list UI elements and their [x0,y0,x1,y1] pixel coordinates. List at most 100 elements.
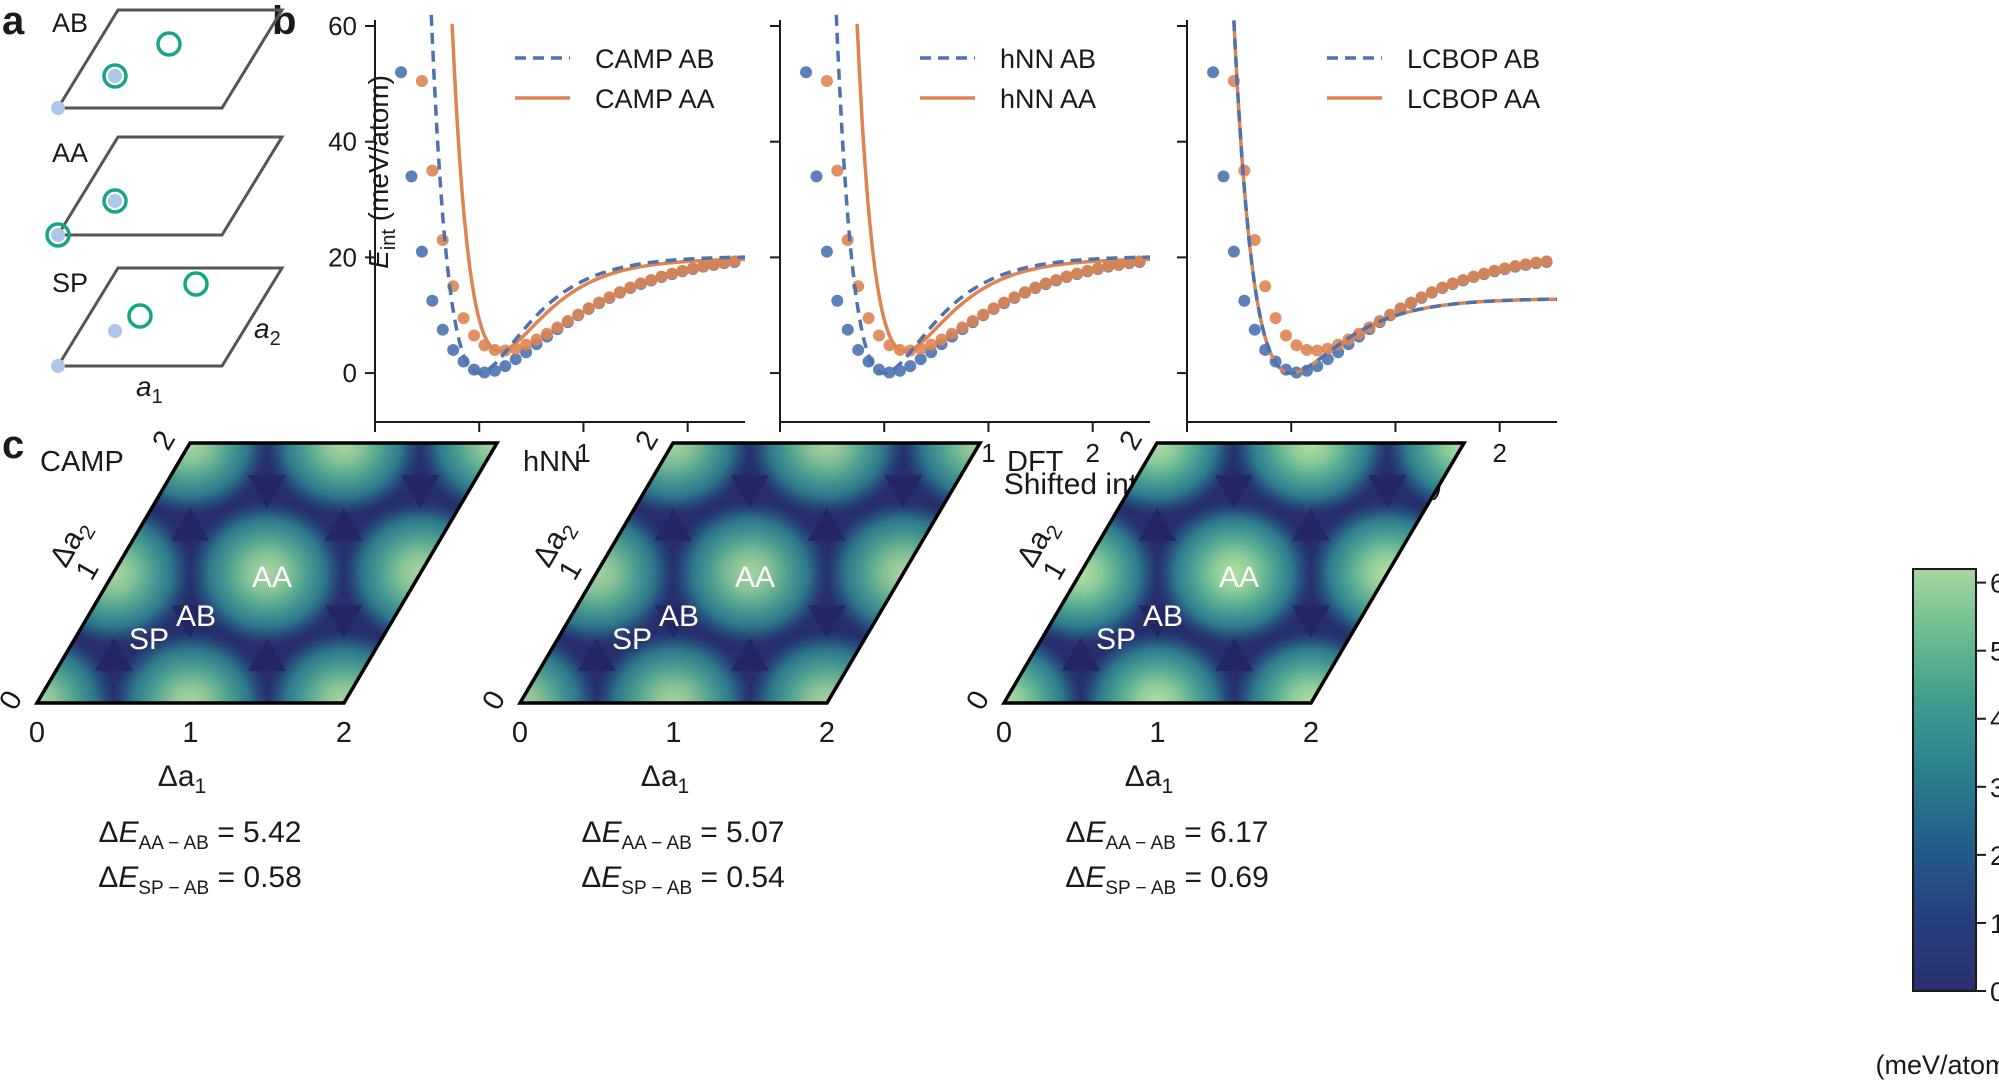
data-point-aa [551,321,564,334]
ab-minimum [578,735,616,768]
data-point-ab [415,245,428,258]
data-point-aa [1467,270,1480,283]
data-point-ab [831,294,844,307]
annotation-aa: AA [735,561,775,594]
aa-maximum-blob [1079,631,1236,703]
ab-minimum [18,768,56,801]
series-line-ab [429,14,745,375]
ab-minimum [520,507,539,541]
ab-minimum [248,637,287,671]
ab-minimum [401,475,440,509]
ab-minimum [478,507,497,541]
ab-minimum [1038,378,1076,411]
aa-maximum-blob [343,761,499,905]
data-point-ab [810,170,823,183]
x-tick-label: 1 [182,717,198,749]
data-point-ab [478,366,491,379]
ab-minimum [654,507,693,541]
data-point-aa [925,338,938,351]
colorbar-tick-label: 3 [1990,773,1999,803]
x-tick-label: 2 [1303,717,1319,749]
cell-sp: SP a2 a1 [51,266,285,408]
ab-minimum [1114,345,1152,378]
ab-minimum [1369,735,1407,768]
data-point-ab [447,343,460,356]
ab-minimum [1138,345,1176,378]
colorbar-tick-label: 2 [1990,841,1999,871]
aa-maximum-blob [1386,443,1464,515]
data-point-aa [1018,286,1031,299]
data-point-aa [676,264,689,277]
ab-minimum [1445,507,1464,541]
x-tick-label: 1 [665,717,681,749]
delta-e-sp-ab: ΔESP − AB = 0.69 [1065,861,1269,899]
ab-minimum [247,475,286,509]
cell-outline [55,135,285,237]
data-point-aa [945,327,958,340]
data-point-aa [987,302,1000,315]
panel-b: Eint (meV/atom) Shifted interlayer dista… [328,11,1557,501]
y-axis-label: Eint (meV/atom) [363,75,400,269]
ab-minimum [577,637,616,671]
ab-minimum [424,638,462,671]
delta-e-sp-ab: ΔESP − AB = 0.54 [581,861,785,899]
ab-minimum [908,735,946,768]
ab-minimum [577,475,616,509]
aa-maximum-blob [265,443,422,515]
aa-maximum-blob [112,631,269,703]
data-point-aa [1540,255,1553,268]
data-point-aa [697,260,710,273]
x-tick-label: 1 [1149,717,1165,749]
ab-minimum [1215,637,1254,671]
vector-a2-label: a2 [254,313,281,350]
data-point-ab [914,353,927,366]
aa-maximum-blob [1386,631,1464,703]
site-open-icon [102,63,128,89]
legend-label-aa: CAMP AA [595,84,715,114]
annotation-ab: AB [176,600,216,633]
data-point-aa [977,308,990,321]
annotation-sp: SP [612,623,652,656]
data-point-aa [561,315,574,328]
data-point-ab [499,360,512,373]
data-point-aa [1457,273,1470,286]
aa-maximum-blob [1463,501,1464,645]
ab-minimum [884,378,922,411]
data-point-ab [883,366,896,379]
y-tick-label: 2 [146,426,182,456]
ab-minimum [171,345,209,378]
colorbar-tick-label: 6 [1990,569,1999,599]
aa-maximum-blob [1156,501,1312,645]
data-point-aa [831,164,844,177]
aa-maximum-blob [1156,241,1312,385]
colorbar-gradient [1912,568,1977,992]
data-point-ab [426,294,439,307]
aa-maximum-blob [826,761,982,905]
ab-minimum [95,735,133,768]
legend-label-ab: hNN AB [1000,44,1096,74]
aa-maximum-blob [1004,631,1082,703]
data-point-aa [426,164,439,177]
ab-minimum [555,475,593,508]
y-tick-label: 0 [343,358,357,388]
data-point-aa [1519,258,1532,271]
data-point-aa [1102,260,1115,273]
x-tick-label: 0 [29,717,45,749]
annotation-ab: AB [659,600,699,633]
x-tick-label: 0 [996,717,1012,749]
ab-minimum [1291,507,1330,541]
heatmap-title: hNN [523,446,581,478]
data-point-ab [395,66,408,79]
data-point-aa [1425,286,1438,299]
ab-minimum [1004,605,1023,639]
ab-minimum [1445,345,1483,378]
ab-minimum [1214,475,1253,509]
ab-minimum [1445,605,1464,639]
heatmap-title: CAMP [40,446,124,478]
colorbar-tick-label: 5 [1990,637,1999,667]
site-open-icon [102,188,128,214]
aa-maximum-blob [1132,241,1288,385]
data-point-aa [1446,277,1459,290]
ab-minimum [478,605,497,639]
ab-minimum [1215,735,1253,768]
